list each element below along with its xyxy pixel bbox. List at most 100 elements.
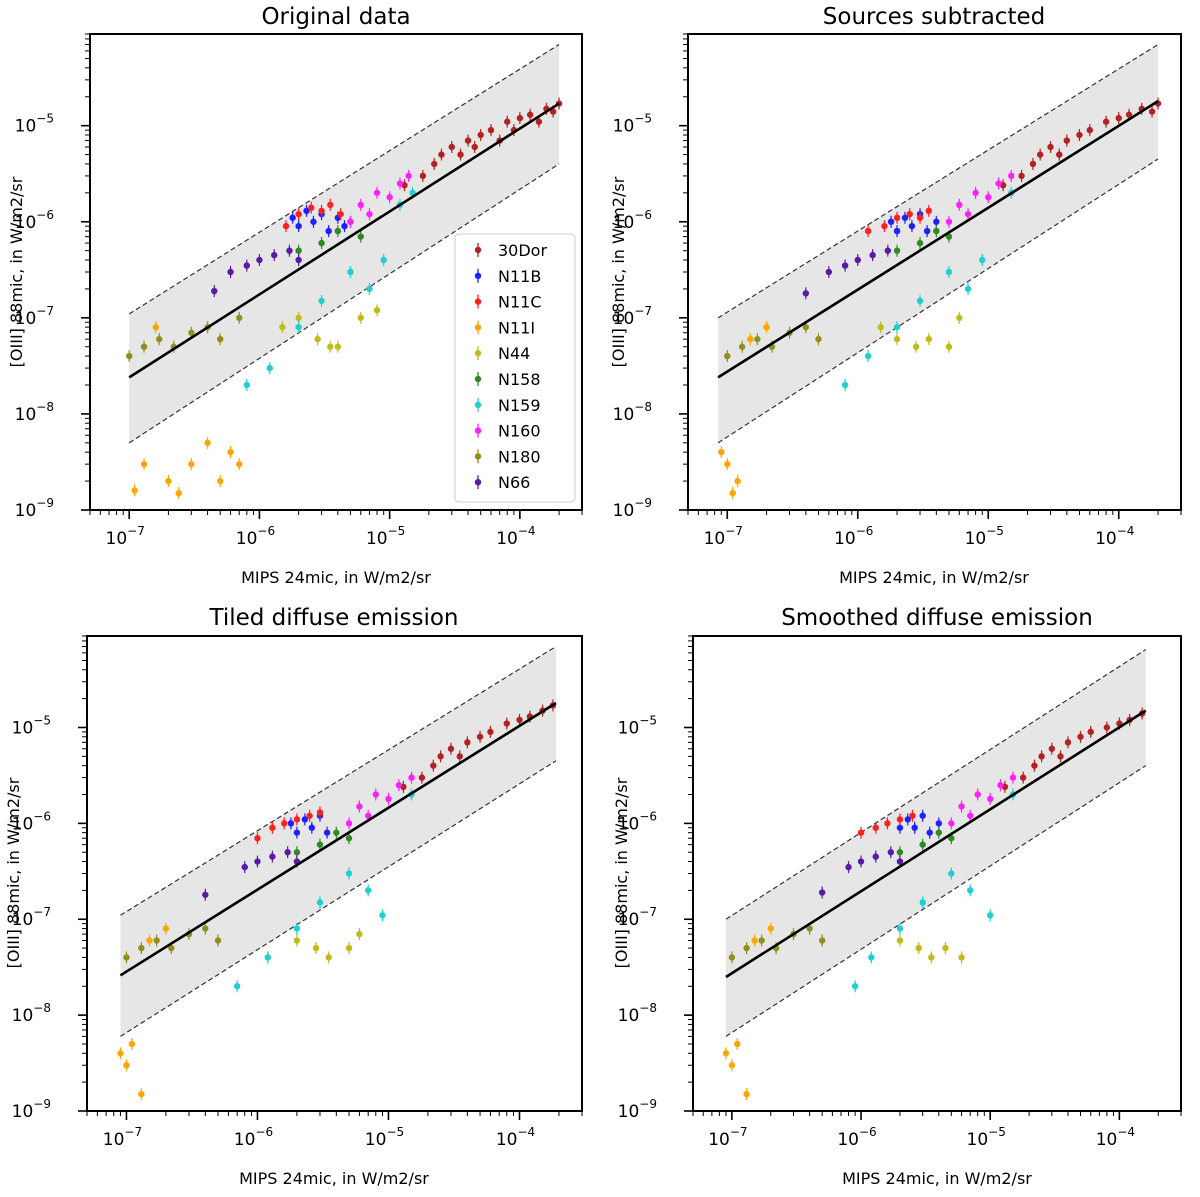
series-30dor [401, 97, 563, 192]
data-point [310, 218, 317, 225]
data-point [327, 343, 334, 350]
series-n44 [877, 311, 963, 353]
y-tick-label: 10−5 [618, 713, 657, 738]
data-point [945, 268, 953, 276]
data-point [1019, 774, 1027, 781]
data-point [896, 849, 904, 856]
fit-line [128, 102, 560, 379]
data-point [884, 247, 892, 254]
data-point [923, 227, 931, 235]
data-point [471, 143, 478, 151]
data-point [956, 314, 963, 322]
y-tick-label: 10−5 [613, 112, 652, 137]
panel-title: Sources subtracted [823, 4, 1045, 30]
data-point [188, 460, 195, 468]
data-point [729, 489, 736, 497]
data-point [214, 937, 222, 944]
x-tick-exponent: −4 [1117, 1125, 1135, 1139]
data-point [722, 1050, 730, 1057]
data-point [948, 820, 955, 827]
panel-title: Smoothed diffuse emission [781, 605, 1093, 631]
data-point [487, 728, 494, 736]
series-n11c [254, 806, 324, 845]
data-point [504, 118, 511, 125]
series-n160 [347, 169, 412, 228]
data-point [464, 739, 471, 746]
data-point [751, 937, 758, 944]
band-upper-line [725, 649, 1147, 920]
data-point [284, 849, 291, 856]
data-point [909, 812, 916, 819]
x-tick-exponent: −7 [127, 524, 145, 538]
data-point [815, 335, 822, 343]
data-point [287, 820, 295, 827]
x-tick-exponent: −5 [386, 1125, 404, 1139]
series-n180 [724, 321, 822, 363]
data-point [1047, 143, 1054, 151]
data-point [526, 111, 534, 118]
data-point [948, 870, 955, 877]
data-point [884, 820, 891, 827]
data-point [138, 1090, 145, 1098]
data-point [1086, 126, 1093, 134]
data-point [1063, 137, 1071, 144]
data-point [864, 352, 872, 360]
data-point [935, 829, 943, 836]
data-point [935, 820, 943, 827]
legend-entry-n180: N180 [474, 447, 541, 466]
data-point [308, 824, 316, 831]
data-point [318, 239, 325, 247]
data-point [156, 335, 163, 343]
data-point [138, 944, 145, 952]
legend-marker [474, 350, 482, 357]
legend-label: N66 [498, 473, 530, 492]
y-tick-label: 10−9 [613, 496, 652, 521]
legend-entry-n66: N66 [474, 473, 530, 492]
y-tick-exponent: −6 [639, 809, 657, 823]
data-point [818, 889, 826, 896]
data-point [204, 439, 211, 447]
data-point [289, 214, 296, 221]
data-point [318, 297, 325, 305]
data-point [341, 222, 348, 230]
data-point [373, 189, 381, 197]
data-point [241, 863, 248, 871]
legend-label: N44 [498, 344, 530, 363]
data-point [293, 937, 301, 944]
data-point [356, 930, 363, 938]
x-tick-label: 10−5 [965, 524, 1004, 549]
data-point [857, 829, 865, 836]
panel-smoothed-diffuse-emission: Smoothed diffuse emission 10−7 10−6 10−5 10… [612, 605, 1182, 1188]
data-point [967, 812, 974, 819]
data-point [896, 824, 904, 831]
data-point [476, 733, 484, 740]
x-axis-label: MIPS 24mic, in W/m2/sr [241, 568, 431, 587]
data-point [851, 983, 859, 990]
data-point [868, 954, 875, 961]
data-point [841, 262, 849, 269]
data-point [887, 218, 895, 225]
data-point [438, 151, 445, 158]
x-tick-exponent: −6 [856, 524, 874, 538]
legend-entry-n11b: N11B [474, 267, 541, 286]
legend-label: N11B [498, 267, 541, 286]
data-point [893, 247, 901, 254]
legend-marker [474, 246, 482, 254]
data-point [126, 352, 133, 360]
x-axis-label: MIPS 24mic, in W/m2/sr [239, 1169, 429, 1188]
data-point [845, 863, 852, 871]
data-point [915, 944, 923, 952]
x-tick-label: 10−7 [103, 1125, 142, 1150]
y-tick-exponent: −7 [634, 304, 652, 318]
data-point [987, 912, 994, 919]
legend-label: N160 [498, 422, 541, 441]
data-point [140, 343, 148, 350]
data-point [301, 816, 309, 823]
data-point [872, 853, 879, 860]
legend-entry-n160: N160 [474, 422, 541, 441]
data-point [293, 925, 301, 932]
data-point [1087, 728, 1094, 736]
fit-line [119, 701, 557, 977]
band-lower-line [128, 163, 560, 444]
data-point [437, 753, 444, 760]
